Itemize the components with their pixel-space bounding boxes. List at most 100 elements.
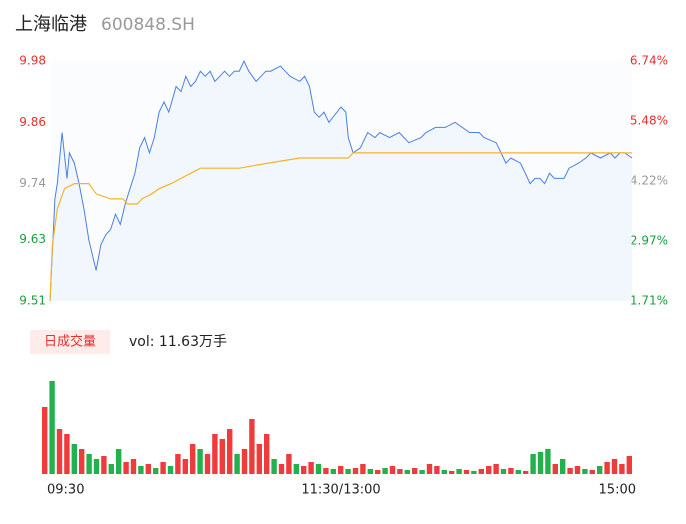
volume-bar: [597, 466, 603, 474]
volume-bar: [478, 469, 484, 474]
stock-code: 600848.SH: [101, 15, 195, 35]
volume-bar: [93, 459, 100, 474]
volume-bar: [64, 434, 70, 474]
volume-bar: [500, 469, 507, 474]
volume-bar: [619, 464, 625, 474]
volume-bar: [375, 470, 381, 474]
volume-bar: [204, 454, 211, 474]
x-tick-label: 15:00: [599, 483, 636, 498]
volume-bar: [123, 462, 129, 474]
price-line: [49, 59, 633, 302]
volume-bar: [345, 469, 351, 474]
volume-bar: [404, 470, 410, 474]
volume-bar: [589, 470, 595, 474]
volume-bar: [515, 470, 521, 474]
volume-bar: [315, 464, 322, 474]
volume-bar: [219, 439, 225, 474]
volume-bar: [552, 464, 558, 474]
volume-bar: [574, 466, 581, 474]
volume-bar: [264, 434, 270, 474]
volume-bar: [493, 464, 499, 474]
y2-tick-label: 6.74%: [630, 54, 668, 68]
volume-bar: [308, 462, 314, 474]
volume-bar: [301, 466, 307, 474]
volume-bar: [611, 459, 618, 474]
volume-bar: [426, 464, 433, 474]
volume-bar: [160, 462, 166, 474]
volume-bar: [323, 468, 329, 474]
volume-bar: [293, 464, 299, 474]
y-tick-label: 9.86: [19, 115, 46, 129]
y-tick-label: 9.74: [19, 176, 46, 190]
volume-bar: [227, 429, 233, 474]
y-tick-label: 9.63: [19, 232, 46, 246]
volume-bar: [449, 471, 455, 474]
volume-bar: [175, 454, 181, 474]
volume-bar: [138, 466, 144, 474]
volume-bar: [116, 449, 122, 474]
y2-tick-label: 4.22%: [630, 174, 668, 188]
volume-bar: [249, 419, 255, 474]
volume-bar: [101, 456, 107, 474]
volume-bar: [545, 449, 551, 474]
volume-bar: [338, 466, 344, 474]
volume-bar: [256, 444, 262, 474]
volume-bar: [456, 469, 462, 474]
volume-bar: [523, 471, 529, 474]
y2-tick-label: 2.97%: [630, 233, 668, 247]
volume-bar: [278, 464, 285, 474]
stock-name: 上海临港: [15, 14, 87, 35]
y2-tick-label: 1.71%: [630, 294, 668, 308]
volume-bar: [567, 468, 573, 474]
average-line: [49, 152, 632, 302]
x-tick-label: 11:30/13:00: [301, 483, 380, 498]
volume-bar: [560, 459, 566, 474]
volume-bar: [412, 468, 418, 474]
volume-bar: [330, 469, 336, 474]
volume-bar: [352, 468, 359, 474]
volume-bar: [145, 464, 151, 474]
volume-bar: [167, 466, 174, 474]
volume-bar: [49, 381, 55, 474]
volume-bar: [471, 471, 477, 474]
volume-bar: [397, 469, 403, 474]
volume-bar: [360, 464, 366, 474]
x-tick-label: 09:30: [47, 483, 84, 498]
y-tick-label: 9.51: [19, 294, 46, 308]
volume-bar: [486, 466, 492, 474]
volume-bar: [508, 468, 514, 474]
volume-bar: [241, 449, 248, 474]
volume-bar: [130, 459, 137, 474]
volume-bar: [182, 459, 188, 474]
y-tick-label: 9.98: [19, 54, 46, 68]
volume-bar: [197, 449, 203, 474]
volume-bar: [389, 466, 396, 474]
volume-bar: [537, 452, 544, 474]
volume-summary: vol: 11.63万手: [129, 334, 227, 350]
volume-bar: [86, 454, 92, 474]
volume-bar: [234, 454, 240, 474]
volume-bar: [271, 459, 277, 474]
volume-tag-bg: [30, 330, 110, 354]
volume-bar: [71, 444, 77, 474]
volume-bar: [382, 468, 388, 474]
volume-bar: [108, 464, 114, 474]
volume-bar: [367, 469, 373, 474]
volume-bar: [419, 470, 425, 474]
price-area: [50, 61, 632, 301]
volume-bar: [190, 444, 196, 474]
volume-bar: [582, 469, 588, 474]
volume-bar: [42, 407, 48, 474]
volume-bar: [604, 462, 610, 474]
volume-bar: [434, 466, 440, 474]
volume-bar: [463, 470, 470, 474]
volume-bar: [286, 454, 292, 474]
volume-bar: [212, 434, 218, 474]
volume-bar: [530, 454, 536, 474]
y2-tick-label: 5.48%: [630, 114, 668, 128]
volume-bar: [56, 429, 63, 474]
volume-bar: [626, 456, 632, 474]
volume-tag: 日成交量: [44, 334, 96, 350]
